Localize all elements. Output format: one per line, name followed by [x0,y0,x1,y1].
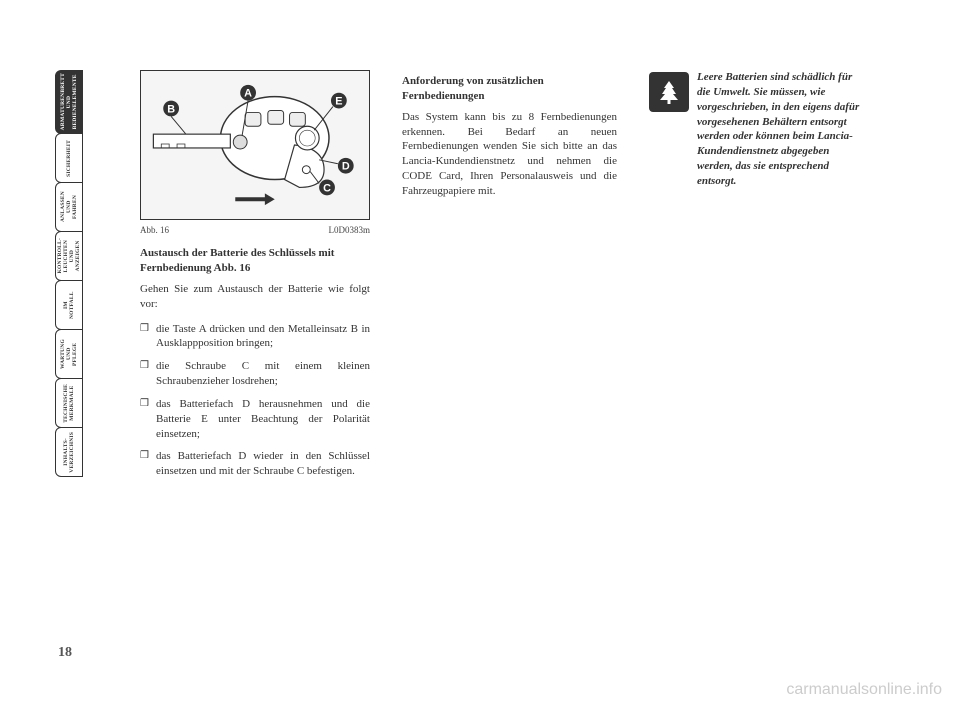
tab-kontrollleuchten: KONTROLL- LEUCHTEN UND ANZEIGEN [55,231,83,281]
col1-bullets: die Taste A drücken und den Metalleinsat… [140,322,370,480]
figure-caption: Abb. 16 L0D0383m [140,224,370,236]
tab-label: WARTUNG UND PFLEGE [60,338,78,370]
callout-d: D [342,161,350,173]
page-number: 18 [58,645,72,661]
tree-icon [649,72,689,112]
key-figure: A B C D E [140,70,370,220]
tab-notfall: IM NOTFALL [55,280,83,330]
tab-label: ANLASSEN UND FAHREN [60,191,78,223]
tab-armaturenbrett: ARMATURENBRETT UND BEDIENELEMENTE [55,70,83,134]
tab-anlassen: ANLASSEN UND FAHREN [55,182,83,232]
col1-heading: Austausch der Batterie des Schlüssels mi… [140,246,370,276]
warning-text: Leere Batterien sind schädlich für die U… [697,71,859,187]
col2-heading: Anforderung von zusätzlichen Fernbedienu… [402,74,617,104]
column-2: Anforderung von zusätzlichen Fernbedienu… [402,70,617,487]
tab-label: TECHNISCHE MERKMALE [63,384,75,423]
tab-inhalt: INHALTS- VERZEICHNIS [55,427,83,477]
tab-label: ARMATURENBRETT UND BEDIENELEMENTE [60,73,78,130]
bullet-item: das Batteriefach D herausnehmen und die … [140,397,370,442]
sidebar-tabs: ARMATURENBRETT UND BEDIENELEMENTE SICHER… [55,70,83,476]
bullet-item: die Schraube C mit einem kleinen Schraub… [140,359,370,389]
callout-b: B [167,103,175,115]
content-columns: A B C D E Abb. 16 L0D0383m [140,70,900,487]
col2-para1: Das System kann bis zu 8 Fernbedienungen… [402,110,617,199]
tab-label: KONTROLL- LEUCHTEN UND ANZEIGEN [57,238,81,273]
tab-label: SICHERHEIT [66,140,72,177]
tab-sicherheit: SICHERHEIT [55,133,83,183]
watermark: carmanualsonline.info [786,681,942,699]
bullet-item: das Batteriefach D wieder in den Schlüss… [140,449,370,479]
tab-technische: TECHNISCHE MERKMALE [55,378,83,428]
key-illustration: A B C D E [141,71,369,219]
callout-e: E [335,96,342,108]
figure-code: L0D0383m [329,224,371,236]
column-1: A B C D E Abb. 16 L0D0383m [140,70,370,487]
callout-a: A [244,88,252,100]
callout-c: C [323,182,331,194]
column-3: Leere Batterien sind schädlich für die U… [649,70,864,487]
col1-para1: Gehen Sie zum Austausch der Batterie wie… [140,282,370,312]
bullet-item: die Taste A drücken und den Metalleinsat… [140,322,370,352]
tab-label: INHALTS- VERZEICHNIS [63,432,75,473]
figure-number: Abb. 16 [140,224,169,236]
tab-wartung: WARTUNG UND PFLEGE [55,329,83,379]
warning-box: Leere Batterien sind schädlich für die U… [649,70,864,189]
tab-label: IM NOTFALL [63,289,75,321]
document-page: ARMATURENBRETT UND BEDIENELEMENTE SICHER… [0,0,960,709]
